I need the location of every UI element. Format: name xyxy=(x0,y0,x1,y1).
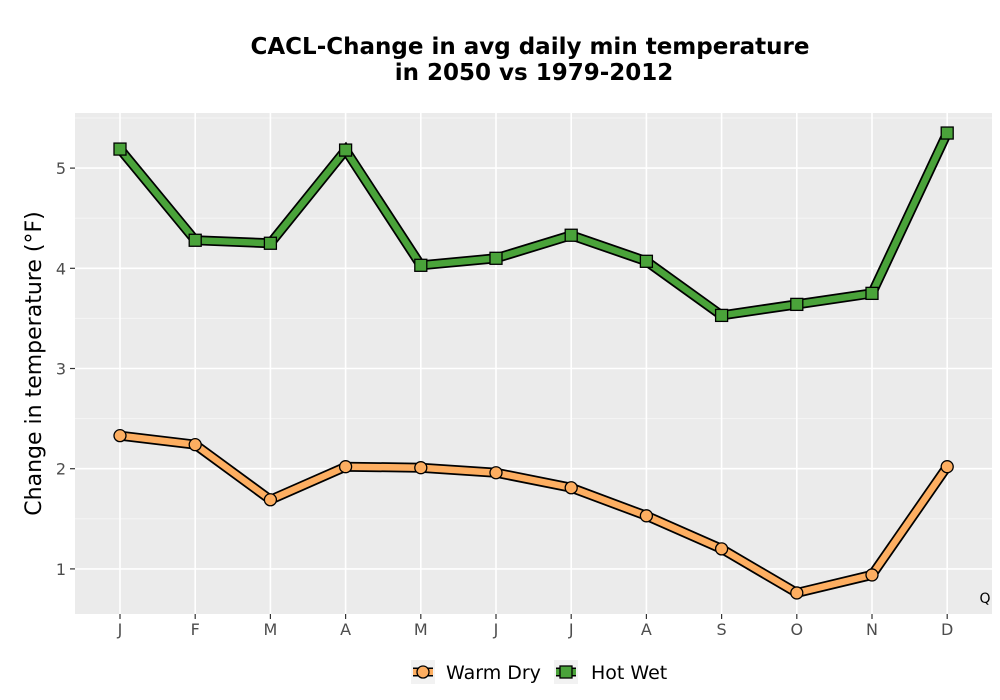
data-point xyxy=(639,254,654,268)
legend-marker xyxy=(559,665,573,679)
legend-label: Warm Dry xyxy=(446,662,541,684)
data-point xyxy=(338,143,353,157)
y-tick-label: 4 xyxy=(56,259,66,278)
data-point xyxy=(188,438,202,452)
axes: 1 2 3 4 5 J F M A M J J A S O N D xyxy=(56,159,954,639)
legend-key xyxy=(554,660,578,684)
legend-label: Hot Wet xyxy=(591,662,667,684)
x-tick-label: F xyxy=(191,620,200,639)
x-tick-label: N xyxy=(866,620,878,639)
data-point xyxy=(414,258,428,272)
data-point xyxy=(263,493,278,507)
x-tick-label: A xyxy=(641,620,652,639)
plot-panel xyxy=(75,113,992,614)
chart-title-line-2: in 2050 vs 1979-2012 xyxy=(395,60,674,86)
chart-title: CACL-Change in avg daily min temperature… xyxy=(250,34,809,86)
data-point xyxy=(113,428,127,443)
data-point xyxy=(489,466,503,480)
x-tick-label: O xyxy=(791,620,804,639)
legend-key xyxy=(411,660,435,684)
data-point xyxy=(790,297,804,312)
corner-note: Q xyxy=(979,591,990,607)
x-tick-label: J xyxy=(117,620,123,639)
x-tick-label: J xyxy=(568,620,574,639)
series-line xyxy=(119,432,950,597)
y-tick-label: 2 xyxy=(56,460,66,479)
data-point xyxy=(714,308,729,323)
x-tick-label: J xyxy=(493,620,499,639)
legend: Warm Dry Hot Wet xyxy=(411,660,667,684)
grid-lines xyxy=(75,113,992,614)
y-axis-title: Change in temperature (°F) xyxy=(22,211,47,515)
data-point xyxy=(940,126,954,140)
data-point xyxy=(263,236,278,250)
y-tick-label: 3 xyxy=(56,360,66,379)
series-line xyxy=(117,131,951,319)
data-point xyxy=(188,233,202,247)
data-point xyxy=(113,142,127,156)
data-point xyxy=(790,586,804,600)
x-tick-label: S xyxy=(717,620,727,639)
x-tick-label: A xyxy=(340,620,351,639)
chart-title-line-1: CACL-Change in avg daily min temperature xyxy=(250,34,809,60)
data-point xyxy=(940,460,954,474)
y-tick-label: 5 xyxy=(56,159,66,178)
data-point xyxy=(714,542,729,556)
data-point xyxy=(414,461,428,475)
data-point xyxy=(865,286,879,301)
legend-marker xyxy=(416,665,430,679)
series-warm-dry xyxy=(113,428,954,600)
x-tick-label: D xyxy=(941,620,953,639)
data-point xyxy=(564,481,578,495)
x-tick-label: M xyxy=(414,620,428,639)
series-layer xyxy=(113,126,954,600)
data-point xyxy=(564,228,578,242)
data-point xyxy=(489,251,503,265)
data-point xyxy=(865,568,879,582)
data-point xyxy=(639,509,654,523)
x-tick-label: M xyxy=(263,620,277,639)
series-hot-wet xyxy=(113,126,954,323)
y-tick-label: 1 xyxy=(56,560,66,579)
data-point xyxy=(338,460,353,474)
